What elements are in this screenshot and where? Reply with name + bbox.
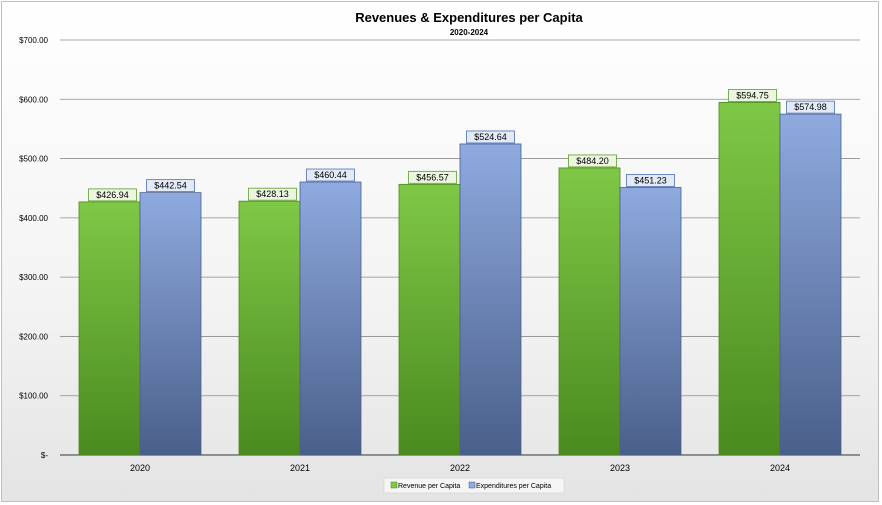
revenue-data-label: $594.75 [736,90,769,100]
data-label-box [146,179,195,193]
data-label-box [306,168,355,182]
y-tick-label: $600.00 [19,95,48,104]
data-label-box [88,188,137,202]
y-axis-ticks: $- $100.00 $200.00 $300.00 $400.00 $500.00 $60… [19,36,48,460]
y-tick-label: $- [41,451,48,460]
revenue-bar [78,201,141,456]
data-label-box [626,174,675,187]
revenue-bar [718,101,781,456]
x-category-label: 2023 [610,463,630,473]
x-axis-categories: 2020 2021 2022 2023 2024 [130,463,790,473]
x-category-label: 2022 [450,463,470,473]
data-label-box [568,154,617,168]
expenditure-bar [459,143,522,456]
data-label-box [408,170,457,184]
expenditure-bar [299,181,362,456]
revenue-data-label: $428.13 [256,189,289,199]
y-tick-label: $700.00 [19,36,48,45]
revenue-bar [238,200,301,456]
expenditure-data-label: $451.23 [634,175,667,185]
data-label-box [248,187,297,201]
data-label-box [466,130,515,144]
y-tick-label: $100.00 [19,392,48,401]
revenue-data-label: $426.94 [96,190,129,200]
x-category-label: 2020 [130,463,150,473]
expenditure-bar [139,192,202,456]
expenditure-bar [779,113,842,456]
y-tick-label: $200.00 [19,332,48,341]
data-label-box [786,100,835,114]
chart-subtitle: 2020-2024 [450,28,489,37]
expenditure-bar [619,187,682,456]
legend-expenditure-swatch [468,481,476,489]
y-tick-label: $300.00 [19,273,48,282]
revenue-data-label: $484.20 [576,156,609,166]
y-tick-label: $400.00 [19,214,48,223]
data-label-box [728,88,777,102]
x-category-label: 2024 [770,463,790,473]
legend-revenue-label: Revenue per Capita [398,483,460,490]
chart-title: Revenues & Expenditures per Capita [355,10,583,25]
legend-expenditure-label: Expenditures per Capita [476,483,551,490]
revenue-bar [398,183,461,456]
expenditure-data-label: $442.54 [154,181,187,191]
legend-revenue-swatch [390,481,398,489]
expenditure-data-label: $460.44 [314,170,347,180]
revenue-data-label: $456.57 [416,172,449,182]
legend: Revenue per Capita Expenditures per Capit… [383,477,565,494]
bars [78,101,842,456]
expenditure-data-label: $524.64 [474,132,507,142]
revenue-bar [558,167,621,456]
x-category-label: 2021 [290,463,310,473]
y-tick-label: $500.00 [19,155,48,164]
expenditure-data-label: $574.98 [794,102,827,112]
data-labels: $426.94 $442.54 $428.13 $460.44 $456.57 $524.… [88,88,835,202]
